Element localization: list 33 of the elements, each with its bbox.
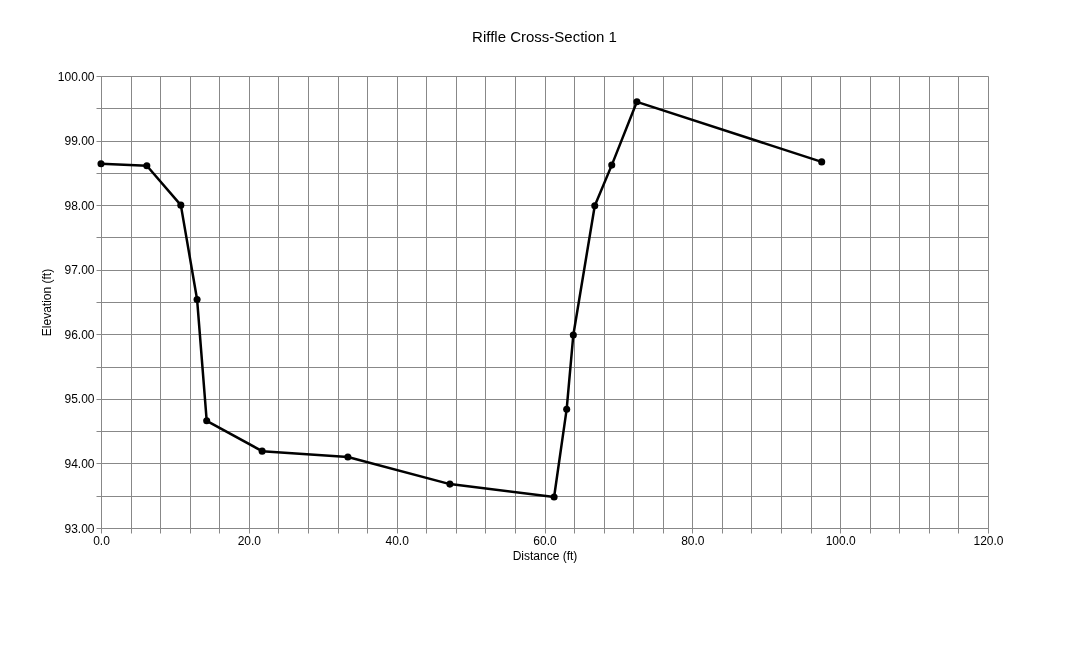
point [569, 331, 577, 339]
point [344, 453, 352, 461]
y-axis-title: Elevation (ft) [39, 268, 54, 337]
point [550, 493, 558, 501]
point [193, 295, 201, 303]
chart-title: Riffle Cross-Section 1 [472, 28, 617, 45]
point [177, 201, 185, 209]
point [591, 202, 599, 210]
point [258, 447, 266, 455]
point [818, 158, 826, 166]
x-tick-label: 120.0 [973, 533, 1004, 548]
y-tick-label: 99.00 [64, 134, 95, 149]
x-tick-label: 60.0 [533, 533, 557, 548]
x-tick-label: 40.0 [385, 533, 410, 548]
x-axis-title: Distance (ft) [512, 548, 578, 563]
y-tick-label: 97.00 [64, 263, 95, 278]
y-tick-label: 95.00 [64, 392, 95, 407]
point [97, 160, 105, 168]
y-tick-label: 94.00 [64, 456, 95, 471]
point [203, 417, 211, 425]
y-tick-label: 93.00 [64, 521, 95, 536]
x-tick-label: 100.0 [825, 533, 857, 548]
point [143, 162, 151, 170]
x-tick-label: 20.0 [237, 533, 262, 548]
y-tick-label: 100.00 [57, 69, 95, 84]
x-tick-label: 0.0 [93, 533, 111, 548]
y-tick-label: 96.00 [64, 327, 95, 342]
point [608, 161, 616, 169]
x-tick-label: 80.0 [681, 533, 705, 548]
point [563, 405, 571, 413]
y-tick-label: 98.00 [64, 198, 95, 213]
point [446, 480, 454, 488]
point [633, 98, 641, 106]
